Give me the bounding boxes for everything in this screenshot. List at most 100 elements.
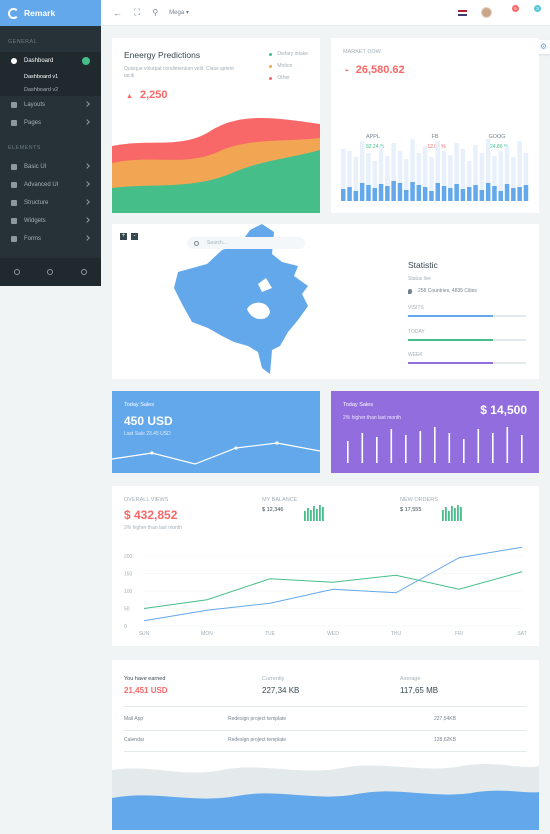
- search-icon: [194, 240, 199, 246]
- stat-bar-label: VISITS: [408, 305, 424, 311]
- market-label: MARKET DOW: [343, 49, 381, 55]
- market-bar: [498, 191, 503, 201]
- market-bar-bg: [404, 159, 409, 201]
- divider: [124, 706, 527, 707]
- overall-views-line-chart: 0 50 100 150 200 SUN MON TUE WED THU FRI SAT: [124, 546, 527, 637]
- market-bar-bg: [385, 156, 390, 201]
- market-bar-bg: [511, 157, 516, 201]
- statistic-card: + - Search... Statistic Status live 258 …: [112, 224, 539, 379]
- energy-title: Eneergy Predictions: [124, 50, 201, 60]
- market-bar: [485, 183, 491, 201]
- sales-bar: [477, 429, 480, 463]
- messages-button[interactable]: 3: [528, 4, 541, 17]
- market-bar-bg: [492, 156, 497, 201]
- fullscreen-icon[interactable]: ⛶: [134, 7, 141, 17]
- energy-value: 2,250: [140, 89, 168, 101]
- location-pin-icon: [408, 288, 412, 294]
- sidebar-item-layouts[interactable]: Layouts: [0, 96, 101, 114]
- sidebar-item-dashboard[interactable]: Dashboard: [0, 52, 101, 70]
- market-col-change: - 12.06 %: [424, 144, 446, 150]
- market-value: 26,580.62: [355, 64, 405, 76]
- market-bar-bg: [359, 141, 365, 201]
- energy-predictions-card: Eneergy Predictions Quisque volutpat con…: [112, 38, 320, 213]
- market-bar-chart: [341, 139, 529, 201]
- market-bar: [404, 190, 409, 201]
- zoom-in-button[interactable]: +: [120, 233, 127, 240]
- market-bar: [492, 186, 497, 201]
- sidebar-item-structure[interactable]: Structure: [0, 194, 101, 212]
- energy-value-row: ▲ 2,250: [126, 89, 168, 101]
- market-bar-bg: [366, 153, 371, 201]
- market-bar-bg: [410, 139, 415, 201]
- market-bar-bg: [416, 153, 422, 201]
- nav-category-elements: ELEMENTS: [8, 145, 41, 151]
- sidebar-subitem-dashboard-v2[interactable]: Dashboard v2: [0, 83, 101, 96]
- sales-line-chart: [112, 441, 320, 465]
- legend-item: Dietary intake: [269, 48, 308, 60]
- energy-legend: Dietary intake Motion Other: [269, 48, 308, 84]
- market-bar: [517, 187, 522, 201]
- market-col-change: + 82.24 %: [361, 144, 385, 150]
- y-tick-label: 200: [124, 554, 133, 560]
- balance-value: $ 12,346: [262, 507, 284, 513]
- notifications-button[interactable]: 5: [506, 4, 519, 17]
- current-value: 227,34 KB: [262, 686, 300, 695]
- market-bar-bg: [347, 151, 352, 201]
- today-progress: [408, 339, 526, 341]
- sidebar-item-forms[interactable]: Forms: [0, 230, 101, 248]
- notification-count-badge: 5: [512, 4, 519, 12]
- sidebar-item-basic-ui[interactable]: Basic UI: [0, 158, 101, 176]
- x-tick-label: SUN: [139, 631, 150, 637]
- statistic-locations: 258 Countries, 4835 Cities: [408, 288, 477, 294]
- structure-icon: [11, 200, 17, 206]
- search-input[interactable]: Search...: [187, 237, 305, 249]
- zoom-out-button[interactable]: -: [131, 233, 138, 240]
- power-icon[interactable]: [81, 269, 88, 275]
- orders-label: NEW ORDERS: [400, 497, 438, 503]
- sales-bar-chart: [347, 427, 523, 463]
- market-bar: [385, 186, 390, 201]
- settings-gear-button[interactable]: ⚙: [537, 40, 550, 54]
- pages-icon: [11, 120, 17, 126]
- minus-icon: -: [345, 64, 349, 76]
- settings-icon[interactable]: [13, 269, 20, 275]
- sales-subtext: Last Sale 23.45 USD: [124, 431, 171, 437]
- us-flag-icon[interactable]: [458, 9, 467, 16]
- y-tick-label: 0: [124, 624, 127, 630]
- market-bar: [366, 185, 371, 201]
- sidebar-item-pages[interactable]: Pages: [0, 114, 101, 132]
- sales-bar: [463, 439, 465, 463]
- market-bar-bg: [341, 149, 346, 201]
- message-count-badge: 3: [534, 4, 541, 12]
- sidebar-subitem-dashboard-v1[interactable]: Dashboard v1: [0, 70, 101, 83]
- lock-icon[interactable]: [47, 269, 54, 275]
- market-bar-bg: [479, 153, 485, 201]
- series-line-1: [143, 546, 523, 622]
- forms-icon: [11, 236, 17, 242]
- market-bar-bg: [391, 143, 396, 201]
- search-icon[interactable]: ⚲: [152, 8, 159, 17]
- brand-name: Remark: [24, 8, 56, 18]
- market-bar: [410, 182, 415, 201]
- market-bar: [448, 188, 453, 201]
- market-bar: [523, 185, 529, 201]
- market-bar-bg: [378, 146, 384, 201]
- mega-menu-dropdown[interactable]: Mega ▾: [169, 10, 189, 16]
- arrow-up-icon: ▲: [126, 93, 133, 100]
- brand[interactable]: Remark: [0, 0, 101, 26]
- avatar[interactable]: [481, 7, 492, 18]
- orders-mini-bars: [442, 505, 462, 521]
- market-bar-bg: [441, 151, 447, 201]
- statistic-title: Statistic: [408, 260, 438, 270]
- basic-ui-icon: [11, 164, 17, 170]
- sidebar-item-widgets[interactable]: Widgets: [0, 212, 101, 230]
- market-col-name: GOOG: [488, 134, 506, 140]
- chevron-right-icon: [84, 181, 90, 187]
- back-arrow-icon[interactable]: ←: [113, 7, 122, 18]
- earned-label: You have earned: [124, 676, 166, 682]
- series-line-0: [143, 571, 523, 609]
- earned-card: You have earned 21,451 USD Currently 227…: [112, 660, 539, 830]
- market-bar: [441, 186, 447, 201]
- sidebar-item-advanced-ui[interactable]: Advanced UI: [0, 176, 101, 194]
- mini-bar-charts: [304, 505, 462, 521]
